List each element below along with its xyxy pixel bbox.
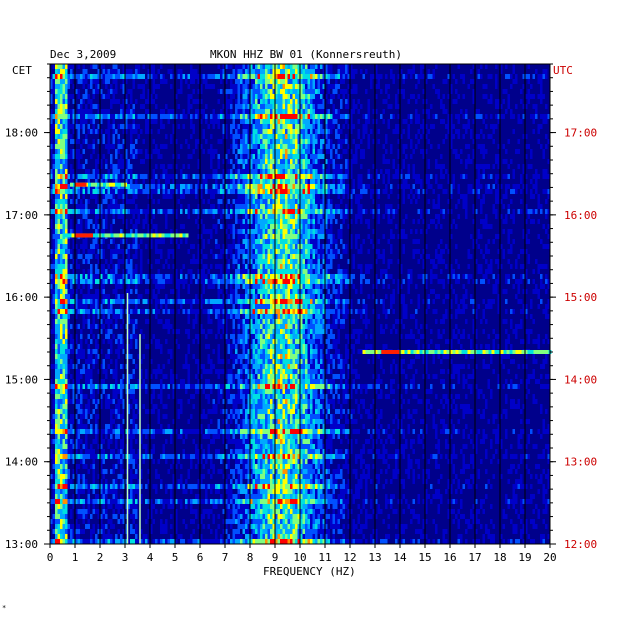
x-tick-label: 2	[97, 551, 104, 564]
x-tick-label: 19	[518, 551, 531, 564]
x-tick-label: 16	[443, 551, 456, 564]
x-tick-label: 18	[493, 551, 506, 564]
x-tick-label: 20	[543, 551, 556, 564]
event-peak	[75, 233, 93, 238]
left-tick-label: 13:00	[5, 538, 38, 551]
x-tick-label: 4	[147, 551, 154, 564]
left-tick-label: 18:00	[5, 127, 38, 140]
x-tick-label: 7	[222, 551, 229, 564]
x-tick-label: 1	[72, 551, 79, 564]
y-axis: 18:00 17:00 16:00 15:00 14:00 13:00 17:00 16:00…	[5, 63, 597, 551]
left-tick-label: 16:00	[5, 291, 38, 304]
grid-lines	[74, 64, 526, 544]
right-tick-label: 15:00	[564, 291, 597, 304]
x-axis-label: FREQUENCY (HZ)	[263, 565, 356, 578]
right-tick-label: 12:00	[564, 538, 597, 551]
right-tick-label: 17:00	[564, 127, 597, 140]
chart-title: MKON HHZ BW 01 (Konnersreuth)	[210, 48, 403, 61]
right-tick-label: 14:00	[564, 373, 597, 386]
right-tick-label: 13:00	[564, 456, 597, 469]
x-tick-label: 11	[318, 551, 331, 564]
event-peak	[381, 350, 400, 354]
x-axis: 0 1 2 3 4 5 6 7 8 9 10 11 12 13 14 15 16 17 18 19 20	[47, 544, 557, 564]
corner-mark: *	[2, 604, 7, 612]
x-tick-label: 14	[393, 551, 407, 564]
x-tick-label: 10	[293, 551, 306, 564]
chart-date: Dec 3,2009	[50, 48, 117, 61]
left-tick-label: 14:00	[5, 456, 38, 469]
x-tick-label: 3	[122, 551, 129, 564]
x-tick-label: 6	[197, 551, 204, 564]
left-axis-zone-label: CET	[12, 64, 32, 77]
x-tick-label: 9	[272, 551, 279, 564]
x-tick-label: 8	[247, 551, 254, 564]
left-tick-label: 17:00	[5, 209, 38, 222]
x-tick-label: 12	[343, 551, 356, 564]
right-axis-zone-label: UTC	[553, 64, 573, 77]
event-peak	[75, 182, 87, 187]
left-tick-label: 15:00	[5, 373, 38, 386]
right-tick-label: 16:00	[564, 209, 597, 222]
x-tick-label: 13	[368, 551, 381, 564]
x-tick-label: 15	[418, 551, 431, 564]
event-layer	[62, 182, 552, 544]
x-tick-label: 0	[47, 551, 54, 564]
x-tick-label: 17	[468, 551, 481, 564]
x-tick-label: 5	[172, 551, 179, 564]
